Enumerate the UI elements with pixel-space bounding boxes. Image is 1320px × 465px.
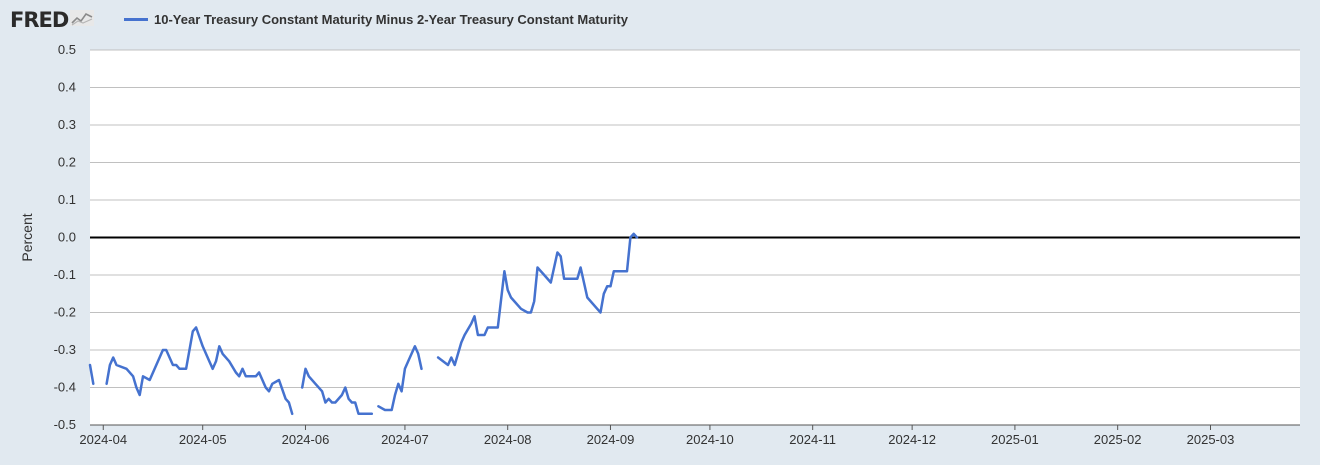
x-axis-ticks: 2024-04 2024-05 2024-06 2024-07 2024-08 2024-…	[79, 424, 1300, 447]
legend-swatch	[124, 18, 148, 21]
x-tick-label: 2024-04	[79, 432, 127, 447]
y-tick-label: -0.2	[54, 305, 76, 320]
x-tick-label: 2025-01	[991, 432, 1039, 447]
y-tick-label: 0.4	[58, 80, 76, 95]
y-tick-label: 0.1	[58, 192, 76, 207]
x-tick-label: 2024-05	[179, 432, 227, 447]
y-tick-label: -0.4	[54, 380, 76, 395]
x-tick-label: 2024-07	[381, 432, 429, 447]
y-axis-ticks: 0.5 0.4 0.3 0.2 0.1 0.0 -0.1 -0.2 -0.3 -0.4 -0.5	[54, 42, 76, 432]
line-chart-icon	[70, 9, 95, 31]
x-tick-label: 2024-08	[484, 432, 532, 447]
y-tick-label: -0.5	[54, 417, 76, 432]
fred-logo-text: FRED	[10, 8, 69, 32]
chart-legend: 10-Year Treasury Constant Maturity Minus…	[124, 12, 628, 27]
y-tick-label: 0.3	[58, 117, 76, 132]
series-lines	[88, 232, 639, 416]
x-tick-label: 2024-12	[888, 432, 936, 447]
series-line-segment	[436, 232, 639, 367]
x-tick-label: 2025-03	[1187, 432, 1235, 447]
y-tick-label: 0.0	[58, 230, 76, 245]
y-tick-label: 0.2	[58, 155, 76, 170]
y-tick-label: 0.5	[58, 42, 76, 57]
x-tick-label: 2025-02	[1094, 432, 1142, 447]
x-tick-label: 2024-11	[789, 432, 836, 447]
x-tick-label: 2024-09	[587, 432, 635, 447]
series-line-segment	[377, 345, 423, 412]
x-tick-label: 2024-10	[686, 432, 734, 447]
chart-header: FRED 10-Year Treasury Constant Maturity …	[0, 0, 1320, 40]
y-tick-label: -0.3	[54, 342, 76, 357]
fred-logo[interactable]: FRED	[10, 8, 95, 32]
y-axis-label: Percent	[19, 213, 35, 261]
y-tick-label: -0.1	[54, 267, 76, 282]
legend-series-name: 10-Year Treasury Constant Maturity Minus…	[154, 12, 628, 27]
series-line-segment	[88, 363, 95, 386]
series-line-segment	[300, 367, 374, 416]
series-line-segment	[105, 326, 294, 416]
x-tick-label: 2024-06	[282, 432, 330, 447]
